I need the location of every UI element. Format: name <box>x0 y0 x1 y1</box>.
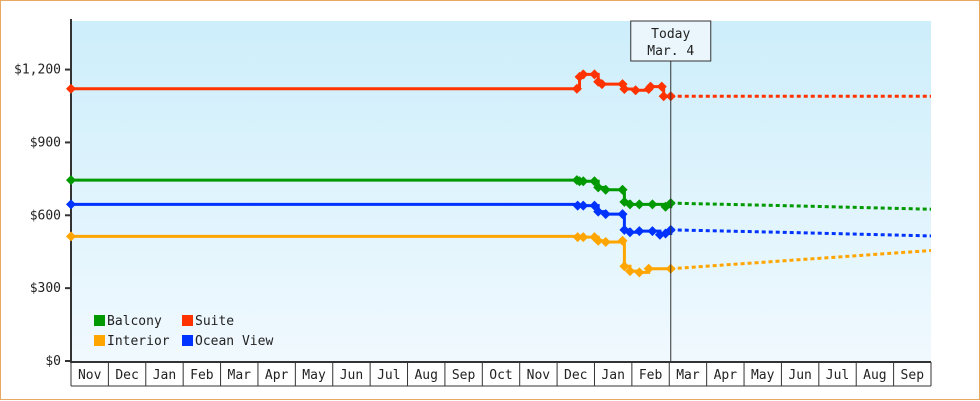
month-label: May <box>302 368 326 383</box>
data-point <box>596 79 607 90</box>
data-point <box>634 199 645 210</box>
data-point <box>634 226 645 237</box>
today-date: Mar. 4 <box>647 44 694 59</box>
data-point <box>625 227 635 238</box>
month-label: Nov <box>78 368 102 383</box>
month-label: Feb <box>639 368 663 383</box>
data-point <box>593 235 604 246</box>
data-point <box>656 81 667 92</box>
y-tick-label: $900 <box>30 135 61 150</box>
today-label: Today <box>651 27 690 42</box>
y-tick-label: $0 <box>45 354 61 369</box>
month-label: Mar <box>676 368 700 383</box>
month-label: Jan <box>153 368 176 383</box>
legend-swatch <box>94 315 105 326</box>
data-point <box>578 176 589 187</box>
month-label: Jun <box>340 368 363 383</box>
month-label: Feb <box>190 368 214 383</box>
legend-label: Ocean View <box>195 334 273 349</box>
y-tick-label: $1,200 <box>14 63 61 78</box>
month-label: May <box>751 368 775 383</box>
month-label: Oct <box>489 368 512 383</box>
month-label: Dec <box>115 368 138 383</box>
month-label: Jan <box>601 368 624 383</box>
data-point <box>630 85 641 96</box>
data-point <box>647 226 658 237</box>
data-point <box>634 267 645 278</box>
month-label: Aug <box>414 368 437 383</box>
month-label: Aug <box>863 368 886 383</box>
month-label: Apr <box>714 368 738 383</box>
month-label: Sep <box>901 368 925 383</box>
y-tick-label: $300 <box>30 281 61 296</box>
today-box <box>630 20 712 62</box>
data-point <box>645 81 656 92</box>
data-point <box>619 261 630 272</box>
data-point <box>600 209 611 220</box>
series-projection <box>670 201 932 211</box>
data-point <box>617 235 628 246</box>
y-tick-label: $600 <box>30 208 61 223</box>
data-point <box>625 199 635 210</box>
data-point <box>578 200 589 211</box>
month-label: Sep <box>452 368 476 383</box>
data-point <box>625 266 635 277</box>
month-label: Jun <box>788 368 811 383</box>
plot-area <box>71 21 931 361</box>
data-point <box>600 184 611 195</box>
legend-label: Balcony <box>107 314 162 329</box>
month-label: Nov <box>527 368 551 383</box>
data-point <box>593 182 604 193</box>
data-point <box>66 175 76 186</box>
legend-swatch <box>182 335 193 346</box>
series-projection <box>670 249 932 271</box>
data-point <box>66 83 76 94</box>
month-label: Mar <box>228 368 252 383</box>
month-label: Apr <box>265 368 289 383</box>
data-point <box>619 84 630 94</box>
month-label: Jul <box>826 368 849 383</box>
legend-swatch <box>182 315 193 326</box>
data-point <box>578 232 589 243</box>
month-label: Jul <box>377 368 400 383</box>
data-point <box>66 199 76 210</box>
legend-label: Suite <box>195 314 234 329</box>
legend-swatch <box>94 335 105 346</box>
series-projection <box>670 228 932 238</box>
month-label: Dec <box>564 368 587 383</box>
data-point <box>572 232 583 243</box>
data-point <box>658 91 669 102</box>
data-point <box>600 237 611 247</box>
data-point <box>66 231 76 242</box>
data-point <box>589 69 600 80</box>
data-point <box>643 263 654 274</box>
data-point <box>571 83 582 94</box>
data-point <box>617 209 628 220</box>
legend-label: Interior <box>107 334 170 349</box>
data-point <box>617 184 628 195</box>
data-point <box>578 69 589 80</box>
data-point <box>572 200 583 211</box>
data-point <box>593 206 604 217</box>
data-point <box>647 199 658 210</box>
